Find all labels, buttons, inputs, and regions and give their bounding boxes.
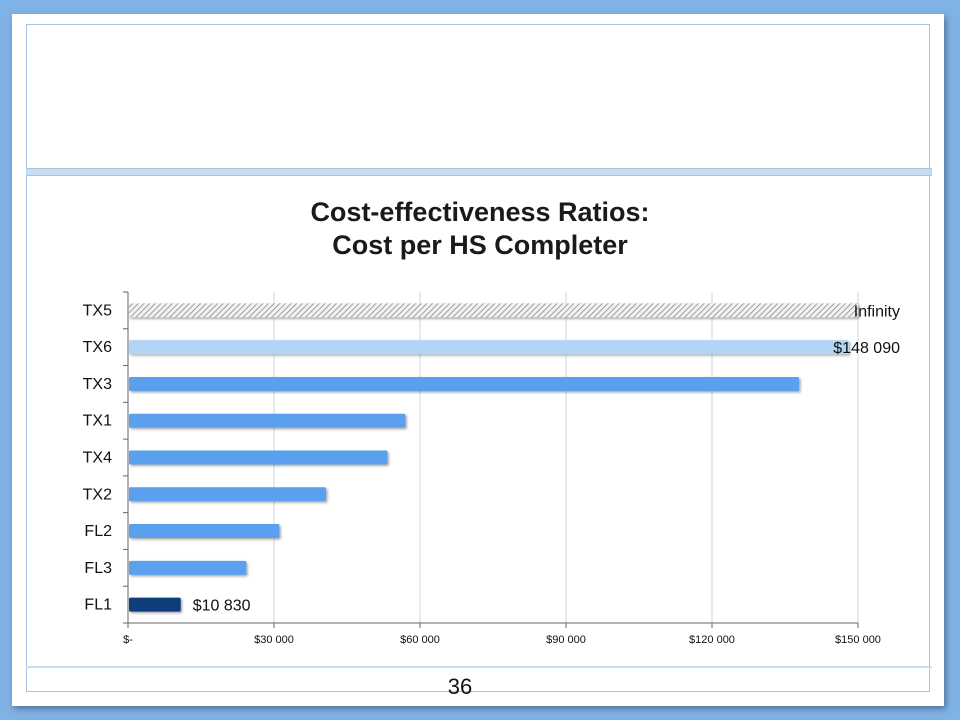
- chart-title-line1: Cost-effectiveness Ratios:: [310, 197, 650, 227]
- category-label-tx3: TX3: [83, 376, 112, 393]
- x-tick-label: $90 000: [546, 634, 586, 646]
- chart-title-line2: Cost per HS Completer: [332, 230, 628, 260]
- bar-tx3: [129, 376, 800, 391]
- category-label-tx5: TX5: [83, 302, 112, 319]
- category-label-fl1: FL1: [84, 597, 112, 614]
- title-divider-band: [26, 168, 932, 176]
- axes: [123, 291, 859, 628]
- slide-frame: [12, 14, 944, 706]
- category-label-tx1: TX1: [83, 413, 112, 430]
- x-tick-label: $120 000: [689, 634, 735, 646]
- data-label-tx5: Infinity: [854, 303, 900, 320]
- bar-tx1: [129, 413, 406, 428]
- x-tick-label: $60 000: [400, 634, 440, 646]
- x-tick-label: $30 000: [254, 634, 294, 646]
- footer-divider-band: [26, 666, 932, 668]
- bar-fl3: [129, 560, 247, 575]
- page-number: 36: [447, 674, 473, 699]
- slide-inner-border: [26, 24, 930, 692]
- category-label-fl2: FL2: [84, 523, 112, 540]
- category-label-fl3: FL3: [84, 560, 112, 577]
- x-tick-label: $-: [123, 634, 133, 646]
- bar-tx6: [129, 340, 849, 355]
- chart-title: Cost-effectiveness Ratios: Cost per HS C…: [120, 196, 840, 262]
- bar-tx5: [129, 303, 858, 318]
- data-label-tx6: $148 090: [833, 340, 900, 357]
- bar-tx2: [129, 487, 327, 502]
- bar-fl2: [129, 524, 280, 539]
- bars: [129, 303, 858, 612]
- category-label-tx6: TX6: [83, 339, 112, 356]
- x-tick-label: $150 000: [835, 634, 881, 646]
- data-label-fl1: $10 830: [193, 598, 251, 615]
- category-label-tx4: TX4: [83, 450, 112, 467]
- bar-tx4: [129, 450, 388, 465]
- bar-fl1: [129, 597, 181, 612]
- labels: $- $30 000 $60 000 $90 000 $120 000 $150 000 T…: [83, 302, 900, 646]
- category-label-tx2: TX2: [83, 486, 112, 503]
